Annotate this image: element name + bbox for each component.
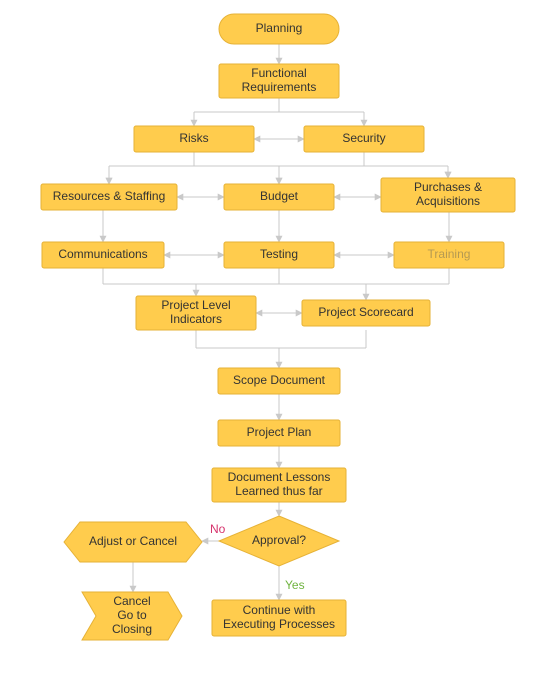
node-scopedoc: Scope Document	[218, 368, 340, 394]
node-approval: Approval?	[219, 516, 339, 566]
edge-label-yes: Yes	[285, 578, 305, 592]
node-risks: Risks	[134, 126, 254, 152]
node-testing: Testing	[224, 242, 334, 268]
node-planning: Planning	[219, 14, 339, 44]
node-pli: Project Level Indicators	[136, 296, 256, 330]
node-training: Training	[394, 242, 504, 268]
node-security: Security	[304, 126, 424, 152]
node-communications: Communications	[42, 242, 164, 268]
node-adjust: Adjust or Cancel	[64, 522, 202, 562]
node-continue: Continue with Executing Processes	[212, 600, 346, 636]
node-funcreq: Functional Requirements	[219, 64, 339, 98]
node-cancel: Cancel Go to Closing	[82, 592, 182, 640]
edge-label-no: No	[210, 522, 225, 536]
node-budget: Budget	[224, 184, 334, 210]
node-resources: Resources & Staffing	[41, 184, 177, 210]
node-purchases: Purchases & Acquisitions	[381, 178, 515, 212]
node-scorecard: Project Scorecard	[302, 300, 430, 326]
node-projplan: Project Plan	[218, 420, 340, 446]
node-lessons: Document Lessons Learned thus far	[212, 468, 346, 502]
